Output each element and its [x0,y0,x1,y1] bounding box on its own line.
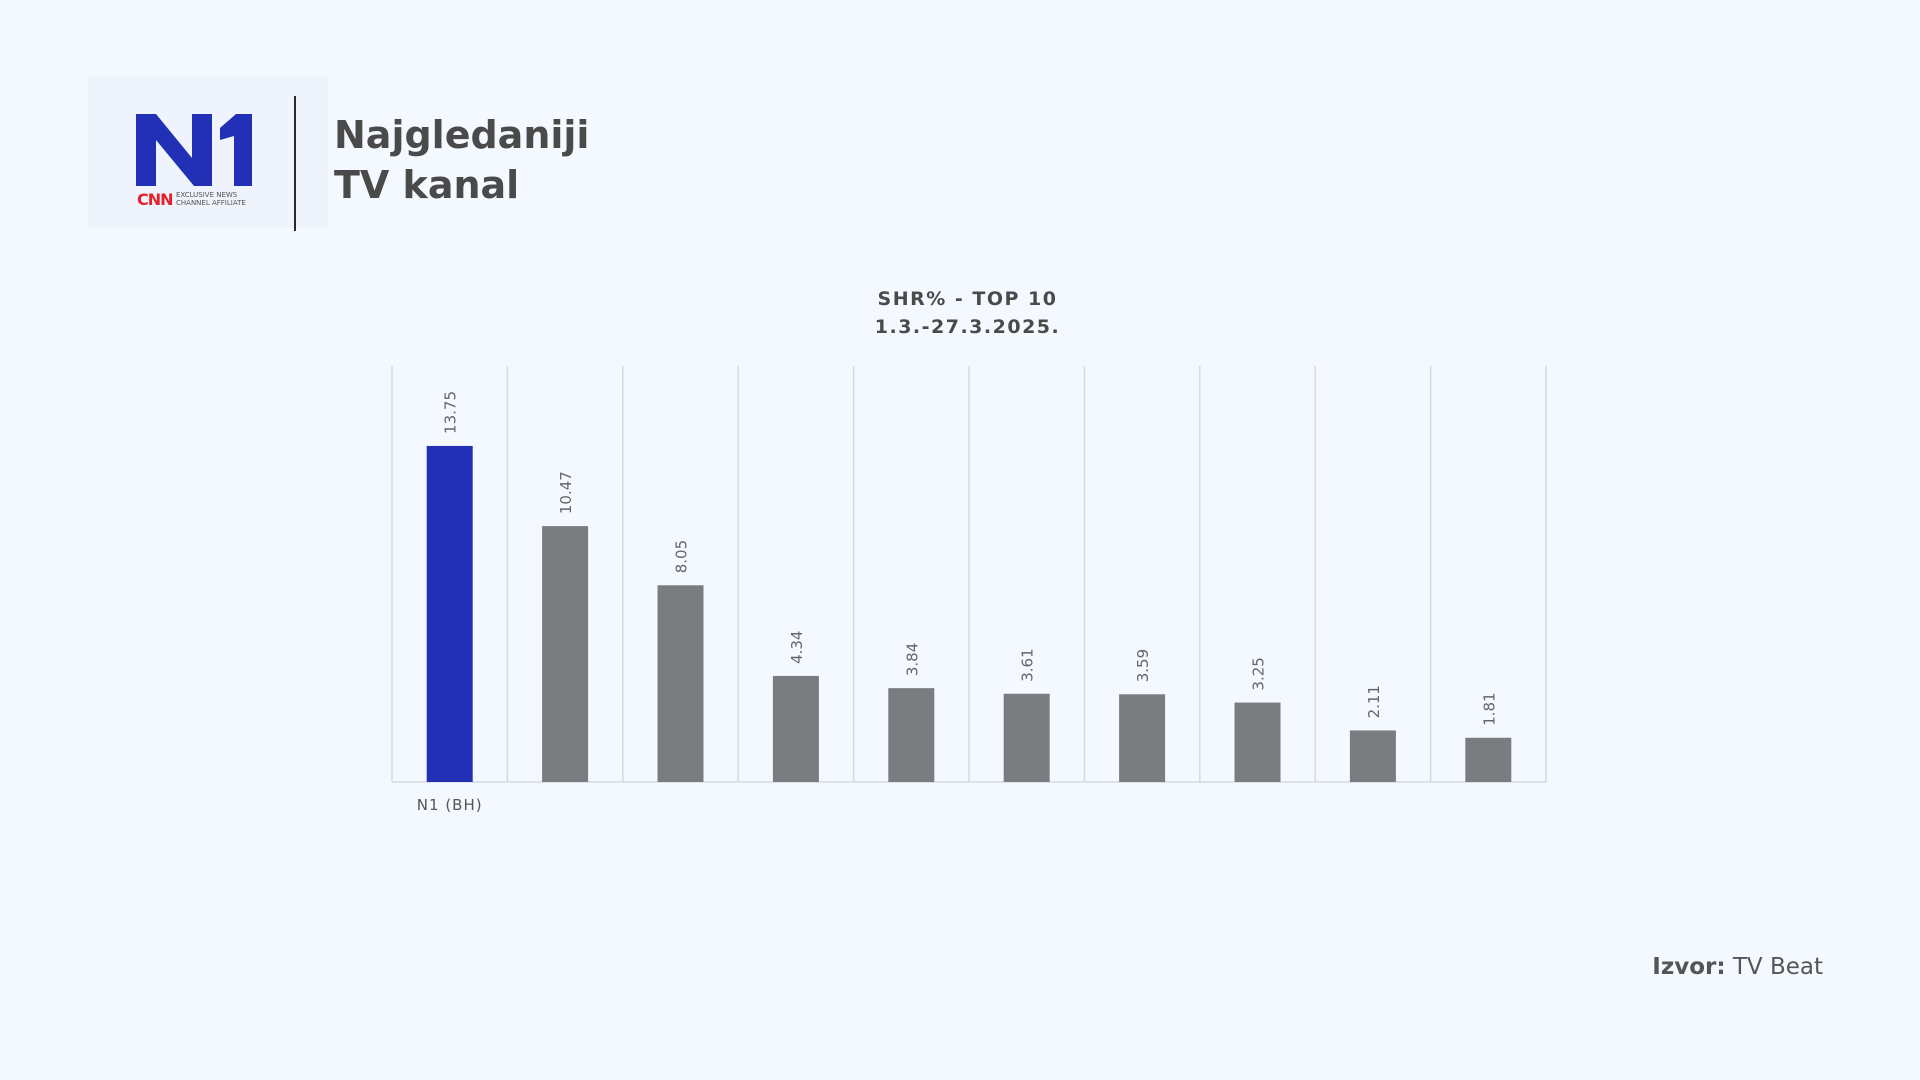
data-label: 4.34 [788,631,806,664]
logo-divider [294,96,296,231]
bar [1234,702,1281,782]
data-label: 3.59 [1134,649,1152,682]
data-label: 10.47 [557,471,575,514]
data-label: 1.81 [1480,692,1498,725]
data-label: 8.05 [673,540,691,573]
source-note: Izvor: TV Beat [1652,954,1823,980]
bar [1349,730,1396,782]
data-label: 3.61 [1019,648,1037,681]
bar [1119,694,1166,782]
category-label: N1 (BH) [417,796,483,814]
title-line-1: Najgledaniji [334,113,590,157]
data-label: 13.75 [442,391,460,434]
data-label: 2.11 [1365,685,1383,718]
bar [1465,737,1512,782]
affiliate-text: EXCLUSIVE NEWS CHANNEL AFFILIATE [176,191,246,207]
cnn-logo: CNN [137,190,174,209]
source-label: Izvor: [1652,954,1726,980]
data-label: 3.84 [903,643,921,676]
chart-title: SHR% - TOP 10 [877,288,1058,310]
bar [1003,693,1050,782]
data-label: 3.25 [1250,657,1268,690]
title-line-2: TV kanal [334,163,520,207]
bar [772,675,819,782]
bar [657,585,704,782]
bar [542,526,589,782]
page-title: Najgledaniji TV kanal [334,110,589,210]
bar [426,445,473,782]
chart-subtitle: 1.3.-27.3.2025. [874,316,1061,338]
source-value: TV Beat [1732,954,1823,980]
bar [888,688,935,782]
n1-logo [136,114,252,186]
